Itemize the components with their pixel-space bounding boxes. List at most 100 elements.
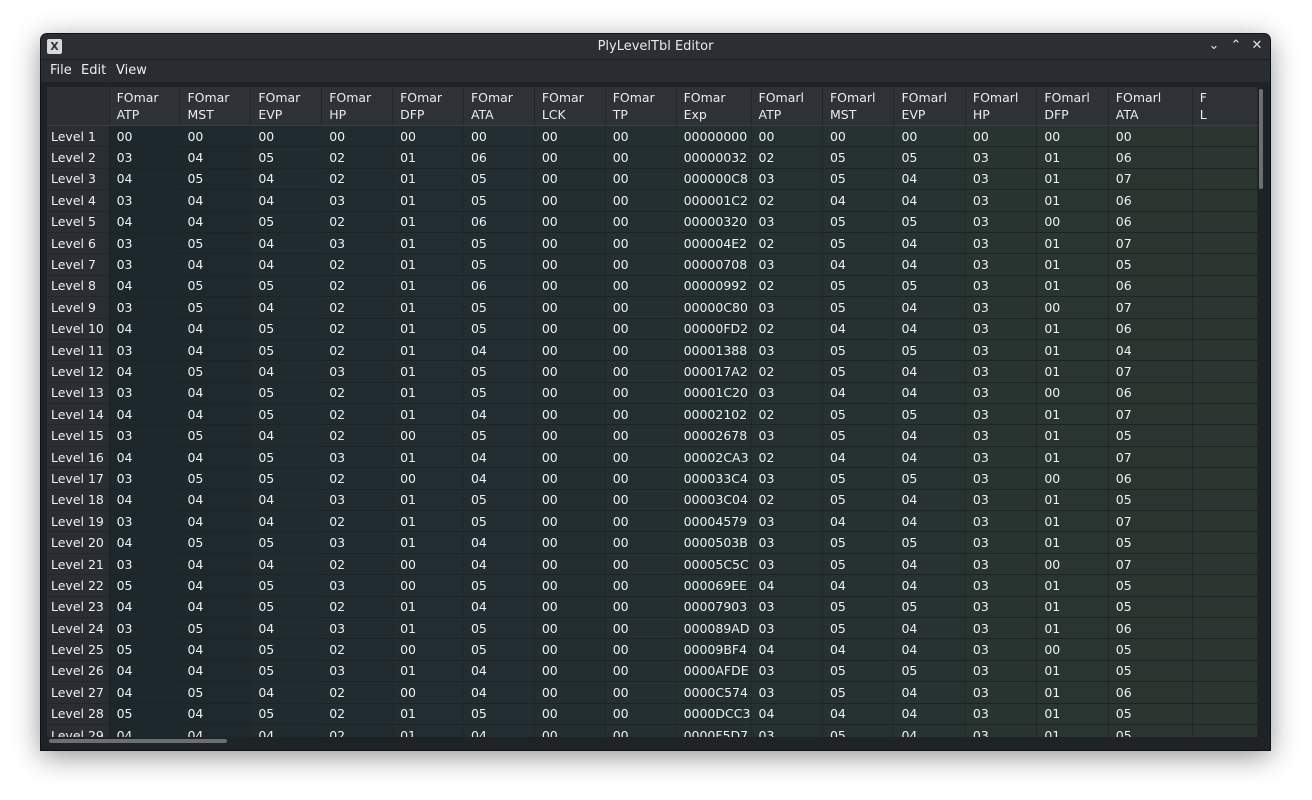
table-cell[interactable]: 06 (463, 146, 535, 169)
table-cell[interactable]: 00 (534, 703, 606, 725)
table-cell[interactable]: 05 (822, 489, 895, 512)
table-cell[interactable]: 00 (605, 403, 677, 426)
table-cell[interactable]: 04 (250, 168, 323, 191)
table-cell[interactable]: 05 (822, 339, 895, 362)
table-cell[interactable]: 03 (965, 403, 1038, 426)
row-header[interactable]: Level 26 (47, 660, 110, 683)
table-cell[interactable]: 04 (893, 168, 966, 191)
row-header[interactable]: Level 3 (47, 168, 110, 191)
table-cell[interactable]: 01 (392, 446, 464, 469)
table-cell[interactable]: 00000FD2 (676, 318, 752, 340)
table-cell[interactable]: 00 (463, 125, 535, 148)
table-cell[interactable]: 04 (179, 211, 252, 233)
table-cell[interactable]: 05 (822, 275, 895, 298)
table-cell[interactable]: 01 (1036, 318, 1109, 340)
table-cell[interactable]: 0000DCC3 (676, 703, 752, 725)
table-cell[interactable]: 01 (392, 253, 464, 276)
table-cell[interactable]: 02 (321, 553, 394, 576)
table-cell[interactable]: 00 (965, 125, 1038, 148)
table-cell[interactable] (1192, 660, 1258, 683)
table-cell[interactable]: 05 (822, 553, 895, 576)
table-cell[interactable]: 05 (109, 638, 181, 661)
table-cell[interactable]: 03 (965, 318, 1038, 340)
table-cell[interactable]: 03 (965, 253, 1038, 276)
table-cell[interactable]: 04 (822, 638, 895, 661)
table-cell[interactable]: 04 (893, 446, 966, 469)
table-cell[interactable]: 05 (179, 467, 252, 490)
table-cell[interactable]: 00002678 (676, 424, 752, 447)
table-cell[interactable]: 04 (109, 681, 181, 704)
table-cell[interactable]: 05 (250, 211, 323, 233)
table-cell[interactable]: 00 (534, 275, 606, 298)
table-cell[interactable]: 04 (893, 296, 966, 319)
table-cell[interactable]: 04 (463, 446, 535, 469)
table-cell[interactable]: 02 (751, 189, 823, 212)
table-cell[interactable]: 04 (179, 553, 252, 576)
table-cell[interactable]: 01 (1036, 275, 1109, 298)
table-cell[interactable]: 05 (250, 339, 323, 362)
row-header[interactable]: Level 2 (47, 146, 110, 169)
table-cell[interactable]: 01 (1036, 531, 1109, 554)
table-cell[interactable]: 00000320 (676, 211, 752, 233)
table-cell[interactable]: 04 (250, 189, 323, 212)
table-cell[interactable]: 07 (1108, 360, 1193, 383)
table-cell[interactable]: 05 (822, 360, 895, 383)
table-cell[interactable]: 05 (250, 382, 323, 405)
table-cell[interactable]: 05 (1108, 489, 1193, 512)
table-cell[interactable]: 02 (321, 275, 394, 298)
table-cell[interactable]: 00 (605, 296, 677, 319)
table-cell[interactable]: 04 (463, 596, 535, 618)
table-cell[interactable]: 06 (1108, 275, 1193, 298)
table-cell[interactable]: 05 (463, 638, 535, 661)
table-cell[interactable]: 05 (1108, 531, 1193, 554)
table-cell[interactable]: 03 (321, 232, 394, 255)
table-cell[interactable] (1192, 574, 1258, 597)
table-cell[interactable]: 00 (534, 574, 606, 597)
row-header[interactable]: Level 10 (47, 318, 110, 340)
row-header[interactable]: Level 5 (47, 211, 110, 233)
table-cell[interactable]: 04 (179, 318, 252, 340)
row-header[interactable]: Level 22 (47, 574, 110, 597)
table-cell[interactable]: 06 (1108, 382, 1193, 405)
table-cell[interactable]: 00 (534, 189, 606, 212)
table-cell[interactable]: 00 (751, 125, 823, 148)
table-cell[interactable]: 00002102 (676, 403, 752, 426)
table-cell[interactable]: 01 (1036, 574, 1109, 597)
table-cell[interactable]: 04 (250, 232, 323, 255)
table-cell[interactable]: 03 (965, 467, 1038, 490)
table-cell[interactable] (1192, 189, 1258, 212)
table-cell[interactable]: 05 (893, 275, 966, 298)
table-cell[interactable]: 05 (179, 275, 252, 298)
table-cell[interactable]: 00 (534, 403, 606, 426)
table-cell[interactable]: 05 (250, 146, 323, 169)
horizontal-scrollbar[interactable] (47, 737, 1258, 745)
table-cell[interactable]: 000004E2 (676, 232, 752, 255)
row-header[interactable]: Level 17 (47, 467, 110, 490)
table-cell[interactable]: 00000032 (676, 146, 752, 169)
table-cell[interactable]: 05 (109, 703, 181, 725)
table-cell[interactable]: 01 (1036, 489, 1109, 512)
table-cell[interactable]: 00 (605, 318, 677, 340)
table-cell[interactable]: 00 (1036, 296, 1109, 319)
table-cell[interactable]: 02 (751, 275, 823, 298)
table-cell[interactable]: 04 (109, 211, 181, 233)
vertical-scroll-thumb[interactable] (1259, 89, 1263, 189)
table-cell[interactable]: 04 (179, 403, 252, 426)
table-cell[interactable] (1192, 318, 1258, 340)
column-header[interactable]: FOmar HP (321, 87, 394, 126)
table-cell[interactable]: 04 (179, 446, 252, 469)
table-cell[interactable]: 04 (109, 168, 181, 191)
table-cell[interactable]: 03 (965, 232, 1038, 255)
table-cell[interactable]: 05 (822, 724, 895, 737)
table-cell[interactable]: 00007903 (676, 596, 752, 618)
table-cell[interactable]: 03 (321, 660, 394, 683)
table-cell[interactable]: 04 (893, 253, 966, 276)
table-cell[interactable]: 03 (965, 275, 1038, 298)
table-cell[interactable]: 04 (751, 574, 823, 597)
table-cell[interactable]: 01 (1036, 168, 1109, 191)
table-cell[interactable]: 00 (534, 467, 606, 490)
table-cell[interactable]: 03 (965, 168, 1038, 191)
table-cell[interactable]: 04 (109, 724, 181, 737)
table-cell[interactable]: 03 (965, 360, 1038, 383)
